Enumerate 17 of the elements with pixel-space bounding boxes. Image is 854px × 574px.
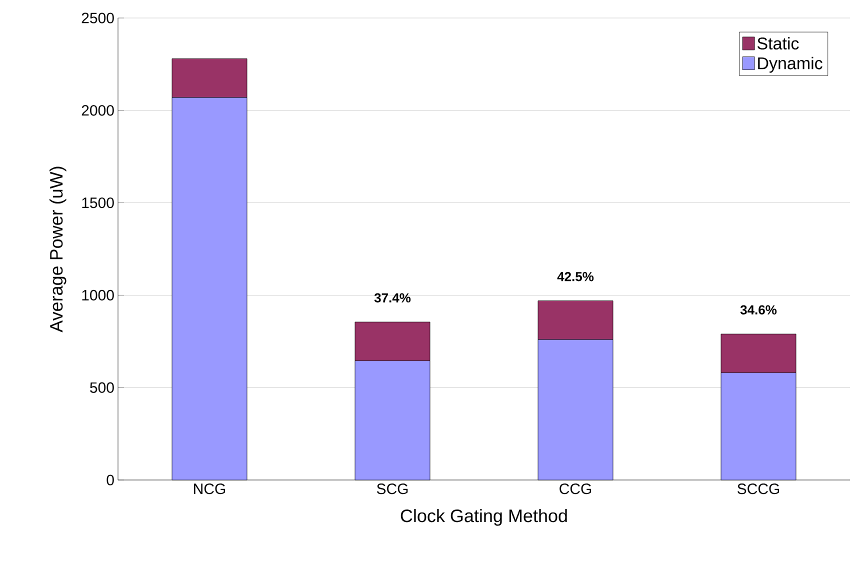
x-axis-title: Clock Gating Method	[400, 508, 567, 526]
x-tick-label: NCG	[194, 484, 226, 494]
x-tick-label: CCG	[560, 484, 592, 494]
y-tick-label: 1000	[82, 290, 114, 300]
y-tick-label: 2000	[82, 105, 114, 116]
y-tick-label: 1500	[82, 197, 114, 208]
annotation: 34.6%	[740, 305, 777, 314]
x-tick-label: SCG	[376, 484, 408, 494]
legend-label: Static	[757, 37, 799, 50]
legend-label: Dynamic	[758, 56, 822, 73]
x-tick-label: SCCG	[738, 484, 780, 494]
annotation: 42.5%	[557, 272, 594, 282]
annotation: 37.4%	[374, 293, 411, 302]
y-axis-title: Average Power (uW)	[49, 166, 66, 332]
y-tick-label: 0	[106, 474, 114, 486]
y-tick-label: 2500	[82, 12, 114, 24]
y-tick-label: 500	[90, 382, 114, 393]
